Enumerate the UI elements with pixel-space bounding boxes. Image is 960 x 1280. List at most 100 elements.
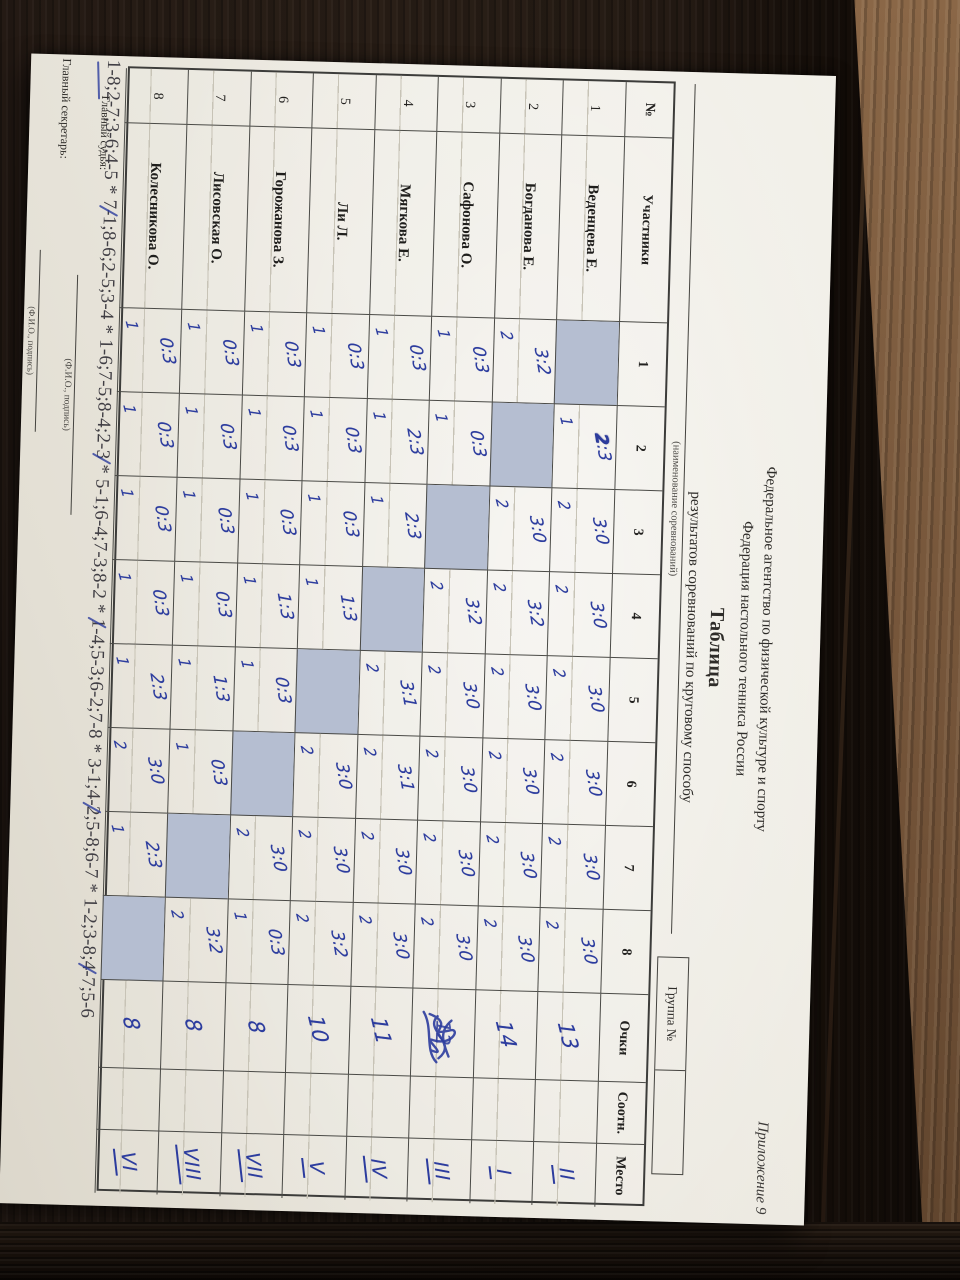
match-points: 1: [121, 319, 143, 330]
match-score: 2:3: [141, 841, 166, 869]
results-table: № Участники 1 2 3 4 5 6 7 8 Очки Соотн. Место 1 Веденц…: [94, 66, 676, 1209]
match-score: 3:2: [326, 930, 351, 958]
score-cell-r5-c8: 3:2 2: [287, 901, 353, 987]
group-label: Группа №: [655, 957, 689, 1072]
results-sheet-paper: Приложение 9 Федеральное агентство по фи…: [0, 53, 836, 1226]
diagonal-cell: [294, 649, 360, 735]
score-cell-r4-c6: 3:1 2: [355, 734, 420, 821]
score-cell-r3-c8: 3:0 2: [412, 904, 478, 991]
match-points: 1: [181, 405, 203, 416]
match-points: 1: [229, 911, 251, 922]
place-cell: III: [406, 1138, 472, 1204]
match-points: 2: [496, 330, 518, 341]
score-cell-r2-c4: 3:2 2: [484, 570, 550, 657]
match-points: 1: [112, 655, 133, 666]
score-cell-r2-c8: 3:0 2: [475, 906, 541, 993]
score-cell-r2-c1: 3:2 2: [491, 318, 557, 405]
match-score: 0:3: [155, 337, 180, 365]
col-header-round-3: 3: [612, 489, 663, 576]
match-points: 2: [357, 830, 378, 841]
points-total-cell: 8: [98, 979, 163, 1070]
place-cell: VI: [94, 1129, 159, 1195]
diagonal-cell: [554, 320, 620, 407]
place-value: VIII: [174, 1144, 205, 1184]
match-points: 2: [419, 832, 441, 843]
match-points: 2: [361, 662, 383, 673]
match-points: 1: [304, 492, 325, 503]
match-points: 2: [417, 916, 439, 927]
score-cell-r7-c4: 0:3 1: [172, 561, 238, 648]
score-cell-r6-c3: 0:3 1: [237, 479, 302, 566]
match-points: 1: [236, 659, 258, 670]
points-total: 8: [242, 1019, 270, 1036]
ratio-cell: [283, 1073, 348, 1137]
judge-sign-caption: (Ф.И.О., подпись): [60, 358, 73, 432]
points-total-cell: 13: [535, 992, 601, 1082]
match-points: 1: [244, 407, 265, 418]
match-points: 1: [366, 494, 388, 505]
participant-name: Горожанова З.: [244, 126, 312, 314]
match-points: 1: [172, 741, 193, 752]
score-cell-r1-c8: 3:0 2: [537, 908, 603, 994]
place-value: III: [425, 1157, 454, 1184]
match-score: 0:3: [263, 928, 289, 956]
col-header-round-4: 4: [609, 573, 660, 660]
match-score: 3:2: [522, 599, 548, 627]
match-points: 1: [241, 491, 263, 502]
match-points: 1: [174, 657, 196, 668]
place-value: IV: [362, 1155, 392, 1183]
score-cell-r6-c1: 0:3 1: [241, 311, 307, 398]
table-apron-edge: [0, 1222, 960, 1280]
row-number: 4: [374, 75, 439, 132]
match-points: 2: [292, 912, 314, 923]
score-cell-r8-c4: 0:3 1: [109, 559, 175, 646]
match-points: 1: [368, 410, 390, 421]
score-cell-r2-c5: 3:0 2: [482, 654, 548, 741]
match-score: 1:3: [273, 592, 298, 620]
score-cell-r8-c3: 0:3 1: [112, 476, 178, 562]
score-cell-r5-c7: 3:0 2: [290, 817, 356, 903]
score-cell-r7-c1: 0:3 1: [179, 309, 245, 396]
match-score: 3:0: [578, 853, 604, 881]
match-points: 2: [422, 748, 443, 759]
participant-name: Сафонова О.: [431, 131, 500, 319]
ratio-cell: [533, 1079, 598, 1144]
match-points: 1: [556, 415, 578, 427]
match-score: 3:0: [580, 769, 606, 797]
ratio-cell: [96, 1067, 161, 1132]
score-cell-r1-c6: 3:0 2: [542, 740, 608, 826]
match-points: 1: [306, 409, 328, 420]
diagonal-cell: [165, 813, 231, 900]
match-points: 2: [294, 828, 316, 839]
match-score: 3:0: [525, 515, 551, 543]
match-score: 3:0: [451, 933, 476, 962]
match-points: 1: [301, 576, 323, 587]
match-points: 2: [297, 744, 318, 755]
points-total: 8: [117, 1016, 145, 1032]
match-score: 3:2: [460, 597, 486, 626]
match-points: 1: [371, 326, 393, 337]
match-score: 1:3: [208, 674, 234, 703]
match-points: 2: [491, 498, 513, 509]
place-value: II: [550, 1164, 579, 1184]
match-points: 2: [109, 739, 131, 750]
place-cell: II: [531, 1141, 597, 1207]
match-points: 2: [232, 827, 254, 838]
score-cell-r1-c5: 3:0 2: [544, 656, 610, 742]
match-points: 1: [114, 571, 136, 582]
match-points: 1: [246, 323, 268, 334]
score-cell-r3-c1: 0:3 1: [429, 316, 495, 403]
diagonal-cell: [230, 731, 295, 818]
ratio-cell: [221, 1071, 286, 1135]
match-points: 2: [479, 918, 501, 929]
score-cell-r8-c5: 2:3 1: [107, 643, 173, 730]
match-score: 2:3: [590, 433, 616, 462]
score-cell-r8-c1: 0:3 1: [116, 308, 182, 394]
match-points: 1: [119, 403, 140, 414]
score-cell-r1-c4: 3:0 2: [547, 572, 613, 658]
row-number: 2: [499, 78, 564, 136]
col-header-num: №: [624, 82, 674, 139]
score-cell-r3-c7: 3:0 2: [415, 820, 481, 907]
match-points: 2: [542, 919, 564, 930]
match-score: 2:3: [402, 428, 428, 456]
